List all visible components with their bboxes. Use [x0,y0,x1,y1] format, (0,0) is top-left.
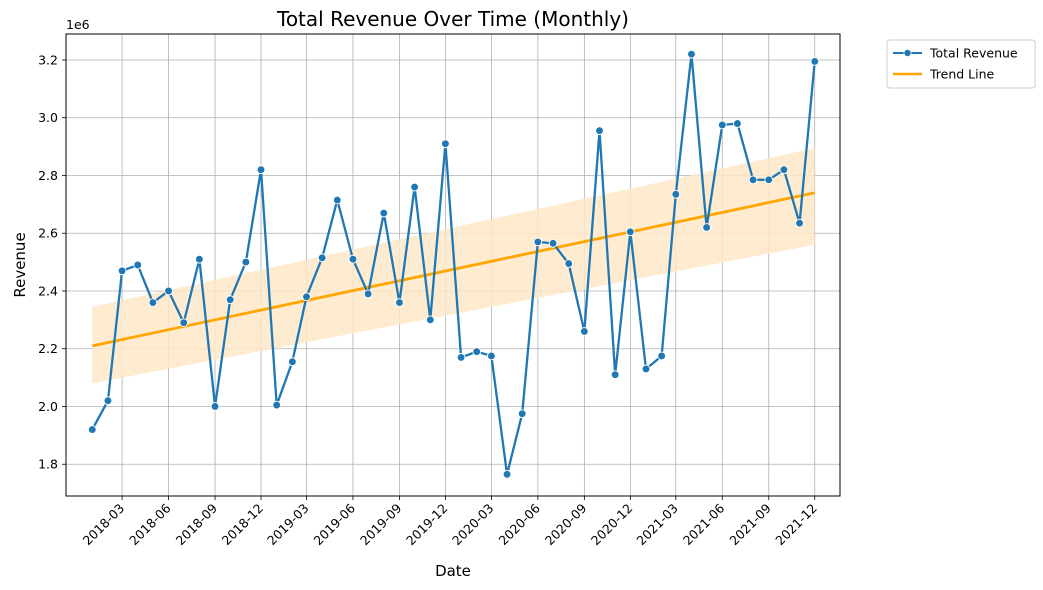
data-point [210,402,220,411]
data-point [472,347,482,356]
data-point [225,295,235,305]
data-point [641,364,651,374]
y-axis-offset-label: 1e6 [66,17,90,32]
data-point [548,238,558,248]
data-point [517,409,527,419]
data-point [533,237,543,247]
data-point [410,182,419,192]
data-point [810,57,820,66]
data-point [272,400,282,410]
data-point [441,139,450,149]
data-point [748,175,758,185]
data-point [595,126,604,136]
data-point [287,357,297,367]
legend-label-trend-line: Trend Line [929,67,995,82]
data-point [103,396,113,406]
y-axis-label: Revenue [11,232,29,297]
x-axis-label: Date [435,562,471,580]
plot-frame [65,33,841,497]
data-point [456,353,466,362]
data-point [379,208,389,218]
y-tick-label: 2.0 [38,399,58,414]
data-point [195,254,204,264]
data-point [133,260,143,270]
legend-label-total-revenue: Total Revenue [929,46,1018,61]
y-tick-label: 3.2 [38,52,58,67]
data-point [733,119,742,128]
legend-marker-total-revenue [903,49,912,58]
data-point [148,298,158,307]
data-point [564,259,574,268]
y-tick-label: 2.6 [38,226,58,241]
y-tick-label: 1.8 [38,457,58,472]
y-tick-label: 3.0 [38,110,58,125]
total-revenue-line [91,53,816,476]
data-point [332,195,342,205]
revenue-series-group [87,49,820,479]
data-point [625,227,635,237]
data-point [164,286,173,296]
data-point [395,298,404,307]
data-point [363,289,373,299]
data-point [671,189,681,199]
data-point [502,469,512,479]
data-point [317,253,327,263]
data-point [302,292,311,302]
y-tick-label: 2.4 [38,283,58,298]
y-tick-label: 2.2 [38,341,58,356]
data-point [717,120,727,130]
chart-title: Total Revenue Over Time (Monthly) [276,7,629,31]
legend-box [886,39,1036,89]
data-point [87,425,97,434]
data-point [795,218,804,228]
data-point [487,351,496,361]
y-axis-ticks: 1.8 2.0 2.2 2.4 2.6 2.8 3.0 3.2 [38,52,66,472]
data-point [657,351,667,361]
data-point [117,266,127,276]
data-point [687,49,696,59]
legend: Total Revenue Trend Line [886,39,1036,89]
data-point [348,254,358,264]
data-point [779,165,789,175]
data-point [580,327,589,336]
data-point [241,257,251,267]
data-point [256,165,266,175]
data-point [425,315,435,325]
y-tick-label: 2.8 [38,168,58,183]
data-point [702,223,711,232]
data-point [764,175,774,185]
data-point [179,318,189,328]
data-point [610,370,620,380]
